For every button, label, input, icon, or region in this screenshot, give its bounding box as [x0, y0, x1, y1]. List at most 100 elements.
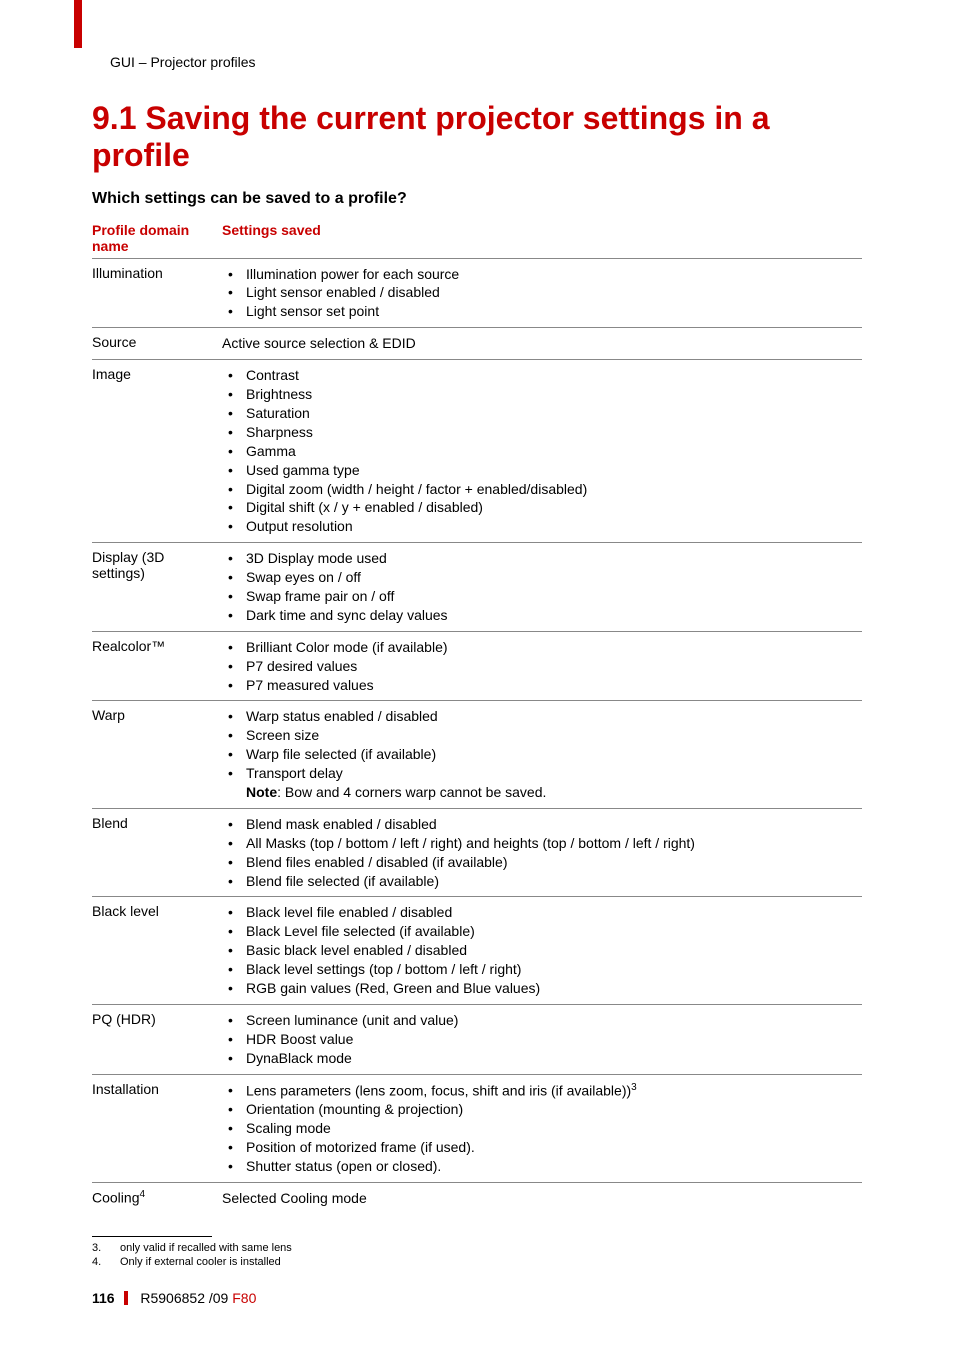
domain-cell: PQ (HDR)	[92, 1004, 222, 1074]
settings-list: Screen luminance (unit and value)HDR Boo…	[222, 1011, 856, 1068]
note-line: Note: Bow and 4 corners warp cannot be s…	[222, 783, 856, 802]
list-item: DynaBlack mode	[246, 1049, 856, 1068]
footnote-text: only valid if recalled with same lens	[120, 1241, 292, 1255]
settings-list: Lens parameters (lens zoom, focus, shift…	[222, 1081, 856, 1176]
list-item: RGB gain values (Red, Green and Blue val…	[246, 979, 856, 998]
domain-cell: Warp	[92, 701, 222, 808]
settings-text: Active source selection & EDID	[222, 334, 856, 353]
accent-bar	[74, 0, 82, 48]
table-row: Display (3D settings)3D Display mode use…	[92, 543, 862, 632]
list-item: Blend mask enabled / disabled	[246, 815, 856, 834]
table-row: PQ (HDR)Screen luminance (unit and value…	[92, 1004, 862, 1074]
list-item: 3D Display mode used	[246, 549, 856, 568]
page: GUI – Projector profiles 9.1 Saving the …	[0, 0, 954, 1350]
settings-cell: Illumination power for each source Light …	[222, 258, 862, 328]
breadcrumb: GUI – Projector profiles	[110, 54, 256, 70]
table-row: Installation Lens parameters (lens zoom, …	[92, 1074, 862, 1182]
table-row: Cooling4Selected Cooling mode	[92, 1182, 862, 1213]
domain-cell: Cooling4	[92, 1182, 222, 1213]
domain-cell: Realcolor™	[92, 631, 222, 701]
list-item: Orientation (mounting & projection)	[246, 1100, 856, 1119]
list-item: Black Level file selected (if available)	[246, 922, 856, 941]
domain-cell: Display (3D settings)	[92, 543, 222, 632]
settings-list: ContrastBrightnessSaturationSharpnessGam…	[222, 366, 856, 536]
model-name: F80	[232, 1290, 256, 1306]
settings-cell: Blend mask enabled / disabledAll Masks (…	[222, 808, 862, 897]
list-item: Screen luminance (unit and value)	[246, 1011, 856, 1030]
list-item: Position of motorized frame (if used).	[246, 1138, 856, 1157]
list-item: P7 desired values	[246, 657, 856, 676]
list-item: Basic black level enabled / disabled	[246, 941, 856, 960]
list-item: All Masks (top / bottom / left / right) …	[246, 834, 856, 853]
page-title: 9.1 Saving the current projector setting…	[92, 100, 862, 174]
list-item: Digital shift (x / y + enabled / disable…	[246, 498, 856, 517]
list-item: Blend files enabled / disabled (if avail…	[246, 853, 856, 872]
settings-table: Profile domain name Settings saved Illum…	[92, 218, 862, 1214]
list-item: Contrast	[246, 366, 856, 385]
list-item: Swap eyes on / off	[246, 568, 856, 587]
list-item: Digital zoom (width / height / factor + …	[246, 480, 856, 499]
footnote-number: 4.	[92, 1255, 106, 1269]
table-row: ImageContrastBrightnessSaturationSharpne…	[92, 360, 862, 543]
list-item: Black level file enabled / disabled	[246, 903, 856, 922]
domain-cell: Illumination	[92, 258, 222, 328]
list-item: Shutter status (open or closed).	[246, 1157, 856, 1176]
list-item: Warp file selected (if available)	[246, 745, 856, 764]
settings-cell: Active source selection & EDID	[222, 328, 862, 360]
settings-list: Illumination power for each source Light …	[222, 265, 856, 322]
table-row: Realcolor™Brilliant Color mode (if avail…	[92, 631, 862, 701]
footnote-number: 3.	[92, 1241, 106, 1255]
list-item: Sharpness	[246, 423, 856, 442]
settings-list: Warp status enabled / disabledScreen siz…	[222, 707, 856, 783]
settings-cell: Brilliant Color mode (if available)P7 de…	[222, 631, 862, 701]
list-item: Output resolution	[246, 517, 856, 536]
list-item: Dark time and sync delay values	[246, 606, 856, 625]
footnotes: 3.only valid if recalled with same lens4…	[92, 1236, 862, 1270]
domain-cell: Source	[92, 328, 222, 360]
list-item: Illumination power for each source	[246, 265, 856, 284]
footer-accent-bar	[124, 1291, 128, 1305]
content-area: 9.1 Saving the current projector setting…	[0, 0, 954, 1269]
list-item: Saturation	[246, 404, 856, 423]
settings-list: Blend mask enabled / disabledAll Masks (…	[222, 815, 856, 891]
settings-list: Brilliant Color mode (if available)P7 de…	[222, 638, 856, 695]
list-item: Swap frame pair on / off	[246, 587, 856, 606]
list-item: Gamma	[246, 442, 856, 461]
list-item: P7 measured values	[246, 676, 856, 695]
footnote: 4. Only if external cooler is installed	[92, 1255, 862, 1269]
table-row: BlendBlend mask enabled / disabledAll Ma…	[92, 808, 862, 897]
list-item: Used gamma type	[246, 461, 856, 480]
page-number: 116	[92, 1290, 115, 1306]
table-row: IlluminationIllumination power for each …	[92, 258, 862, 328]
footnote-text: Only if external cooler is installed	[120, 1255, 281, 1269]
table-row: Black levelBlack level file enabled / di…	[92, 897, 862, 1004]
domain-cell: Image	[92, 360, 222, 543]
domain-cell: Installation	[92, 1074, 222, 1182]
table-row: SourceActive source selection & EDID	[92, 328, 862, 360]
footnote-rule	[92, 1236, 212, 1237]
page-footer: 116 R5906852 /09 F80	[92, 1290, 256, 1306]
list-item: Brilliant Color mode (if available)	[246, 638, 856, 657]
settings-list: Black level file enabled / disabledBlack…	[222, 903, 856, 997]
settings-text: Selected Cooling mode	[222, 1189, 856, 1208]
settings-cell: Black level file enabled / disabledBlack…	[222, 897, 862, 1004]
list-item: Blend file selected (if available)	[246, 872, 856, 891]
settings-cell: Selected Cooling mode	[222, 1182, 862, 1213]
settings-cell: ContrastBrightnessSaturationSharpnessGam…	[222, 360, 862, 543]
list-item: Light sensor set point	[246, 302, 856, 321]
table-header-domain: Profile domain name	[92, 218, 222, 259]
footnote: 3. only valid if recalled with same lens	[92, 1241, 862, 1255]
doc-reference: R5906852 /09	[140, 1290, 228, 1306]
list-item: Transport delay	[246, 764, 856, 783]
settings-list: 3D Display mode usedSwap eyes on / offSw…	[222, 549, 856, 625]
list-item: HDR Boost value	[246, 1030, 856, 1049]
list-item: Scaling mode	[246, 1119, 856, 1138]
settings-cell: Warp status enabled / disabledScreen siz…	[222, 701, 862, 808]
table-header-settings: Settings saved	[222, 218, 862, 259]
list-item: Lens parameters (lens zoom, focus, shift…	[246, 1081, 856, 1101]
settings-cell: Screen luminance (unit and value)HDR Boo…	[222, 1004, 862, 1074]
list-item: Warp status enabled / disabled	[246, 707, 856, 726]
domain-cell: Black level	[92, 897, 222, 1004]
table-row: WarpWarp status enabled / disabledScreen…	[92, 701, 862, 808]
subheading: Which settings can be saved to a profile…	[92, 190, 862, 208]
